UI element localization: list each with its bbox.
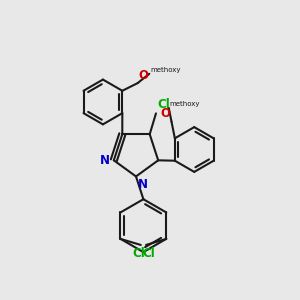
Text: O: O bbox=[160, 107, 171, 120]
Text: O: O bbox=[139, 69, 148, 82]
Text: Cl: Cl bbox=[157, 98, 170, 111]
Text: N: N bbox=[100, 154, 110, 167]
Text: methoxy: methoxy bbox=[150, 67, 181, 73]
Text: Cl: Cl bbox=[132, 247, 145, 260]
Text: N: N bbox=[138, 178, 148, 191]
Text: Cl: Cl bbox=[142, 247, 155, 260]
Text: methoxy: methoxy bbox=[169, 101, 200, 107]
